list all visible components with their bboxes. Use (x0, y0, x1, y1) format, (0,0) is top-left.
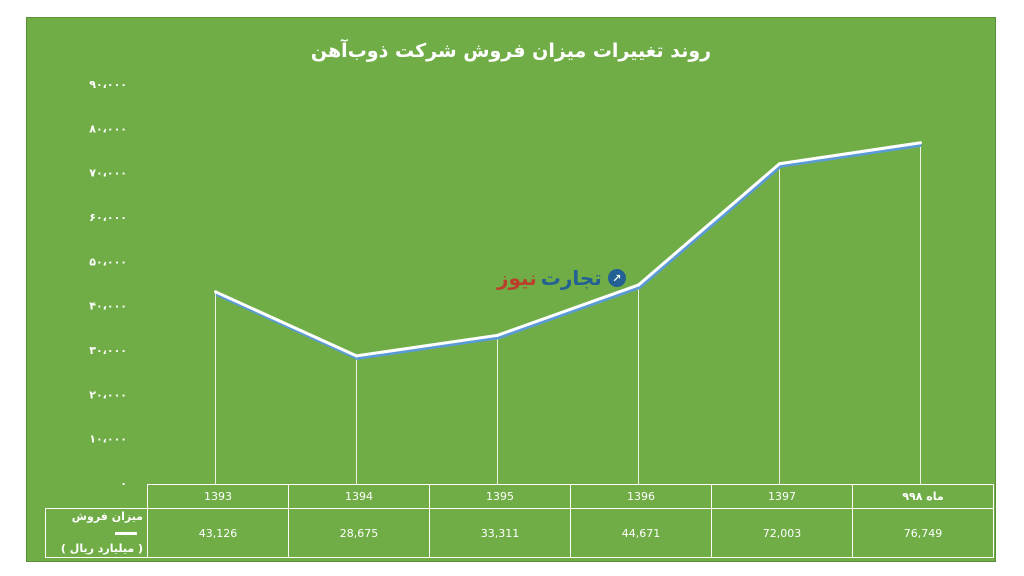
data-point (778, 162, 781, 166)
y-tick-label: ۲۰،۰۰۰ (89, 388, 127, 401)
category-row: 1393 1394 1395 1396 1397 ۹ماه ۹۸ (45, 484, 994, 509)
y-tick-label: ۷۰،۰۰۰ (89, 167, 127, 180)
data-label: 44,671 (570, 508, 712, 558)
category-label: ۹ماه ۹۸ (852, 484, 994, 509)
chart-plot: ۰ ۱۰،۰۰۰ ۲۰،۰۰۰ ۳۰،۰۰۰ ۴۰،۰۰۰ ۵۰،۰۰۰ ۶۰،۰۰۰ ۷۰،… (89, 78, 922, 488)
watermark-word-1: تجارت (540, 266, 602, 290)
data-point (919, 141, 922, 145)
data-label: 72,003 (711, 508, 853, 558)
legend-unit: ( میلیارد ریال ) (60, 542, 143, 555)
data-point (496, 333, 499, 337)
data-label: 28,675 (288, 508, 430, 558)
data-label: 43,126 (147, 508, 289, 558)
category-label: 1393 (147, 484, 289, 509)
legend-series-name: میزان فروش (71, 510, 143, 523)
data-label: 33,311 (429, 508, 571, 558)
y-tick-label: ۰ (120, 477, 127, 488)
series-line-shadow (215, 142, 922, 360)
data-point (214, 290, 217, 294)
category-label: 1396 (570, 484, 712, 509)
category-label: 1397 (711, 484, 853, 509)
legend-line-key (115, 531, 137, 535)
data-table: 1393 1394 1395 1396 1397 ۹ماه ۹۸ میزان ف… (45, 484, 994, 558)
data-point (355, 354, 358, 358)
y-tick-label: ۳۰،۰۰۰ (89, 344, 127, 357)
watermark-logo: ↗ تجارت نیوز (497, 266, 626, 290)
chart-frame: روند تغییرات میزان فروش شرکت ذوب‌آهن ۰ ۱۰… (26, 17, 996, 562)
data-point (637, 283, 640, 287)
chart-title: روند تغییرات میزان فروش شرکت ذوب‌آهن (310, 40, 712, 62)
series-line (214, 141, 921, 358)
table-corner (45, 484, 148, 509)
category-label: 1394 (288, 484, 430, 509)
category-label: 1395 (429, 484, 571, 509)
y-tick-label: ۱۰،۰۰۰ (89, 433, 127, 446)
watermark-word-2: نیوز (497, 266, 537, 290)
y-tick-label: ۸۰،۰۰۰ (89, 122, 127, 135)
data-label: 76,749 (852, 508, 994, 558)
logo-icon: ↗ (607, 269, 626, 287)
values-row: میزان فروش ( میلیارد ریال ) 43,126 28,67… (45, 508, 994, 558)
y-tick-label: ۴۰،۰۰۰ (89, 300, 127, 313)
y-tick-label: ۶۰،۰۰۰ (89, 211, 127, 224)
y-tick-label: ۵۰،۰۰۰ (89, 255, 127, 268)
legend-cell: میزان فروش ( میلیارد ریال ) (45, 508, 148, 558)
y-tick-label: ۹۰،۰۰۰ (89, 78, 127, 91)
